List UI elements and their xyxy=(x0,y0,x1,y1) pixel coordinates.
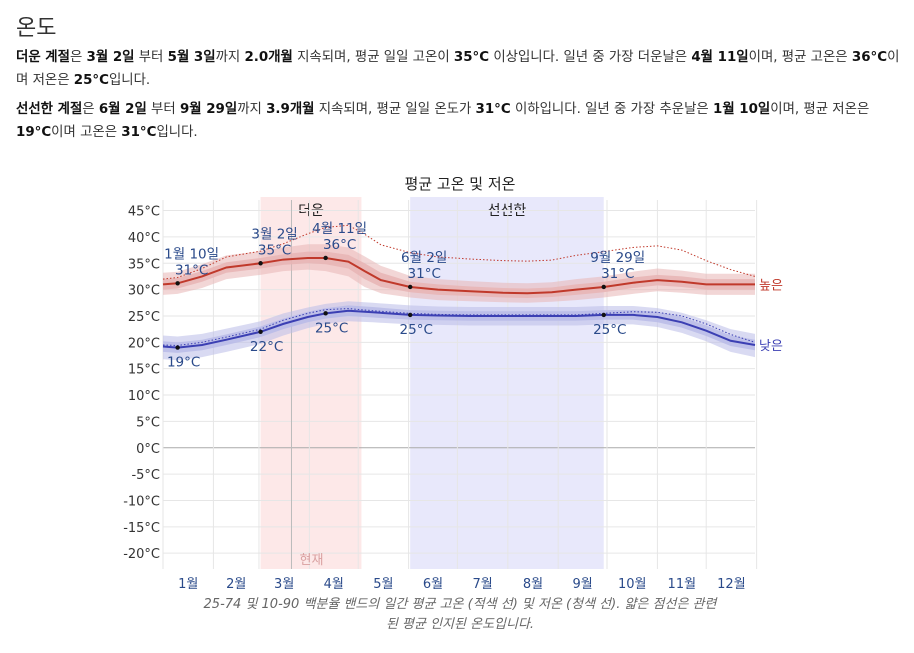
low-temperature-line xyxy=(162,309,756,349)
current-day-label: 현재 xyxy=(300,553,324,568)
x-tick-label: 5월 xyxy=(373,577,393,592)
annotation-point xyxy=(601,284,606,290)
text: 지속되며, 평균 일일 고온이 xyxy=(292,50,454,65)
text: 이며 저온은 xyxy=(16,50,900,88)
cool-season-duration: 3.9개월 xyxy=(266,102,315,117)
coldest-day: 1월 10일 xyxy=(713,102,771,117)
y-tick-label: 40°C xyxy=(128,231,160,246)
annotation-value: 19°C xyxy=(167,355,200,371)
caption-line-2: 된 평균 인지된 온도입니다. xyxy=(385,617,535,632)
text: 이하입니다. 일년 중 가장 추운날은 xyxy=(510,102,713,117)
x-tick-label: 12월 xyxy=(717,577,746,592)
cool-season-end: 9월 29일 xyxy=(179,102,238,117)
text: 이상입니다. 일년 중 가장 더운날은 xyxy=(489,50,692,65)
chart-caption: 25-74 및 10-90 백분율 밴드의 일간 평균 고온 (적색 선) 및 … xyxy=(140,595,780,635)
chart-title: 평균 고온 및 저온 xyxy=(405,175,516,193)
hot-season-start: 3월 2일 xyxy=(86,50,135,65)
x-tick-label: 11월 xyxy=(668,577,697,592)
annotation-value: 25°C xyxy=(400,322,433,338)
text: 부터 xyxy=(146,102,180,117)
annotation-value: 31°C xyxy=(408,266,441,282)
annotation-value: 31°C xyxy=(175,262,208,278)
annotation-point xyxy=(258,261,263,266)
text: 까지 xyxy=(215,50,245,65)
y-tick-label: -10°C xyxy=(123,494,160,509)
coldest-day-high: 31°C xyxy=(121,125,157,140)
x-tick-label: 2월 xyxy=(226,577,246,592)
high-series-label: 높은 xyxy=(759,278,783,293)
page-title: 온도 xyxy=(16,16,57,41)
hot-season-summary: 더운 계절은 3월 2일 부터 5월 3일까지 2.0개월 지속되며, 평균 일… xyxy=(16,46,900,92)
text: 은 xyxy=(82,102,99,117)
y-tick-label: 0°C xyxy=(136,442,160,457)
text: 이며, 평균 저온은 xyxy=(770,102,870,117)
text: 입니다. xyxy=(156,125,198,140)
hottest-day: 4월 11일 xyxy=(691,50,749,65)
annotation-value: 22°C xyxy=(250,339,283,355)
text: 부터 xyxy=(134,50,168,65)
season-region-1 xyxy=(410,197,604,569)
low-series-label: 낮은 xyxy=(759,339,783,354)
annotation-point xyxy=(323,311,328,316)
hottest-day-high: 36°C xyxy=(851,50,888,65)
cool-season-term: 선선한 계절 xyxy=(16,102,83,117)
y-tick-label: 25°C xyxy=(128,310,160,325)
text: 이며, 평균 고온은 xyxy=(748,50,852,65)
annotation-point xyxy=(408,284,413,290)
text: 입니다. xyxy=(108,73,151,88)
annotation-value: 25°C xyxy=(593,322,626,338)
text: 이며 고온은 xyxy=(51,125,122,140)
annotation-point xyxy=(175,281,180,286)
annotation-point xyxy=(601,312,606,318)
annotation-date: 9월 29일 xyxy=(590,250,645,266)
text: 까지 xyxy=(237,102,267,117)
annotation-point xyxy=(258,329,263,334)
annotation-value: 31°C xyxy=(601,266,634,282)
y-tick-label: -20°C xyxy=(123,547,160,562)
caption-line-1: 25-74 및 10-90 백분율 밴드의 일간 평균 고온 (적색 선) 및 … xyxy=(203,597,717,612)
hottest-day-low: 25°C xyxy=(73,73,109,88)
annotation-value: 25°C xyxy=(315,320,348,336)
annotation-date: 4월 11일 xyxy=(312,221,367,237)
y-tick-label: -15°C xyxy=(123,521,160,536)
y-tick-label: 30°C xyxy=(128,284,160,299)
x-tick-label: 4월 xyxy=(324,577,344,592)
x-tick-label: 1월 xyxy=(178,577,198,592)
cool-season-threshold: 31°C xyxy=(475,102,511,117)
text: 지속되며, 평균 일일 온도가 xyxy=(314,102,476,117)
annotation-date: 3월 2일 xyxy=(251,226,297,242)
annotation-point xyxy=(323,255,328,261)
y-tick-label: 20°C xyxy=(128,336,160,351)
y-tick-label: 35°C xyxy=(128,257,160,272)
hot-season-threshold: 35°C xyxy=(453,50,490,65)
y-tick-label: 45°C xyxy=(128,205,160,220)
x-tick-label: 3월 xyxy=(274,577,294,592)
axes: 45°C 40°C 35°C 30°C 25°C 20°C 15°C 10°C 5°C 0°C -5… xyxy=(123,205,745,592)
y-tick-label: 5°C xyxy=(136,415,160,430)
x-tick-label: 7월 xyxy=(472,577,492,592)
x-tick-label: 9월 xyxy=(572,577,592,592)
text: 은 xyxy=(69,50,87,65)
annotation-value: 36°C xyxy=(323,237,356,253)
annotation-date: 6월 2일 xyxy=(401,250,447,266)
hot-season-end: 5월 3일 xyxy=(167,50,216,65)
x-tick-label: 8월 xyxy=(523,577,543,592)
cool-season-summary: 선선한 계절은 6월 2일 부터 9월 29일까지 3.9개월 지속되며, 평균… xyxy=(16,98,900,144)
coldest-day-low: 19°C xyxy=(16,125,52,140)
annotation-point xyxy=(408,312,413,318)
y-tick-label: -5°C xyxy=(131,468,160,483)
annotation-point xyxy=(175,345,180,350)
annotation-value: 35°C xyxy=(258,242,291,258)
x-tick-label: 6월 xyxy=(423,577,443,592)
hot-season-duration: 2.0개월 xyxy=(244,50,293,65)
hot-season-term: 더운 계절 xyxy=(16,50,70,65)
y-tick-label: 10°C xyxy=(128,389,160,404)
annotation-date: 1월 10일 xyxy=(164,246,219,262)
high-perceived-line xyxy=(162,224,756,280)
cool-season-start: 6월 2일 xyxy=(98,102,147,117)
x-tick-label: 10월 xyxy=(618,577,647,592)
y-tick-label: 15°C xyxy=(128,363,160,378)
